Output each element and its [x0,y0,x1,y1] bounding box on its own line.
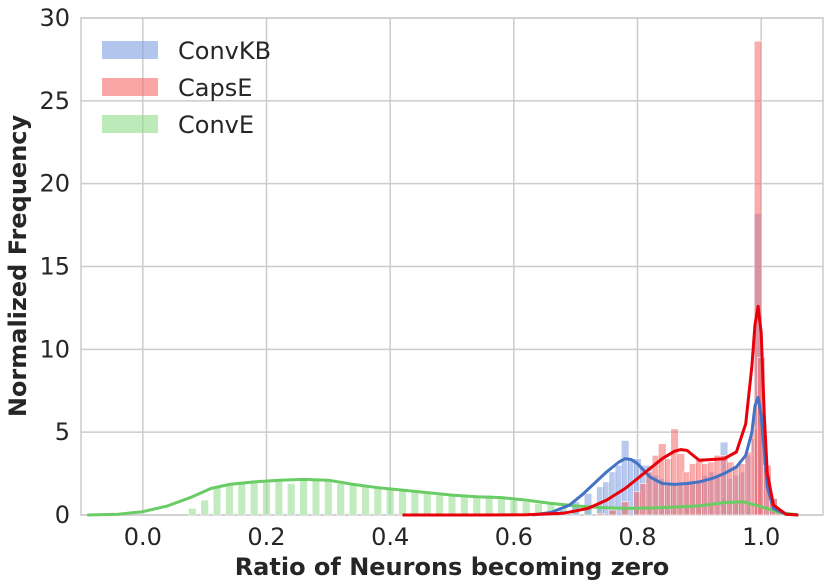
histogram-bar [249,481,259,516]
histogram-bar [509,499,518,516]
histogram-bar [274,479,284,516]
legend-label: ConvKB [178,37,271,65]
y-tick-label: 15 [39,253,70,281]
histogram-bar [225,484,234,516]
legend-swatch [102,78,158,96]
kde-line-capse [402,304,799,517]
histogram-bar [435,494,444,516]
histogram-bar [497,498,506,516]
x-tick-label: 0.8 [618,523,656,551]
histogram-bar [423,493,432,516]
histogram-bar [398,489,407,516]
y-tick-label: 5 [55,418,70,446]
legend-item-convkb: ConvKB [102,37,271,65]
histogram-bar [386,488,395,516]
histogram-bar [596,513,605,516]
histogram-bar [583,493,593,516]
histogram-bar [311,479,321,516]
histogram-bar [361,486,370,516]
histogram-bar [287,483,296,516]
histogram-bar [262,481,271,516]
y-tick-label: 0 [55,501,70,529]
x-axis-ticks: 0.0 0.2 0.4 0.6 0.8 1.0 [124,523,781,551]
series-layer [87,40,799,517]
legend-label: CapsE [178,74,252,102]
legend-label: ConvE [178,111,254,139]
y-tick-label: 25 [39,87,70,115]
legend: ConvKB CapsE ConvE [102,37,271,139]
histogram-bar [608,509,617,516]
histogram-bar [237,483,246,516]
kde-line-convkb [532,395,799,517]
legend-swatch [102,115,158,133]
histogram-bar [348,484,358,516]
histogram-bar [373,488,382,516]
x-tick-label: 1.0 [742,523,780,551]
histogram-bar [522,501,531,516]
legend-item-capse: CapsE [102,74,252,102]
x-tick-label: 0.2 [247,523,285,551]
histogram-bar [447,494,457,516]
y-axis-title: Normalized Frequency [4,114,32,417]
y-tick-label: 30 [39,4,70,32]
histogram-bar [336,483,345,516]
histogram-bar [410,491,420,516]
histogram-bar [188,508,197,516]
x-tick-label: 0.6 [495,523,533,551]
x-tick-label: 0.0 [124,523,162,551]
legend-item-conve: ConvE [102,111,254,139]
y-axis-ticks: 0 5 10 15 20 25 30 [39,4,70,529]
histogram-bar [460,496,469,516]
y-tick-label: 20 [39,170,70,198]
legend-swatch [102,41,158,59]
kde-line-conve [87,477,799,517]
y-tick-label: 10 [39,335,70,363]
histogram-bar [324,479,333,516]
x-tick-label: 0.4 [371,523,409,551]
histogram-bar [200,499,209,516]
x-axis-title: Ratio of Neurons becoming zero [235,553,670,581]
histogram-bar [212,486,222,516]
histogram-bar [299,478,308,516]
histogram-bar [472,496,481,516]
